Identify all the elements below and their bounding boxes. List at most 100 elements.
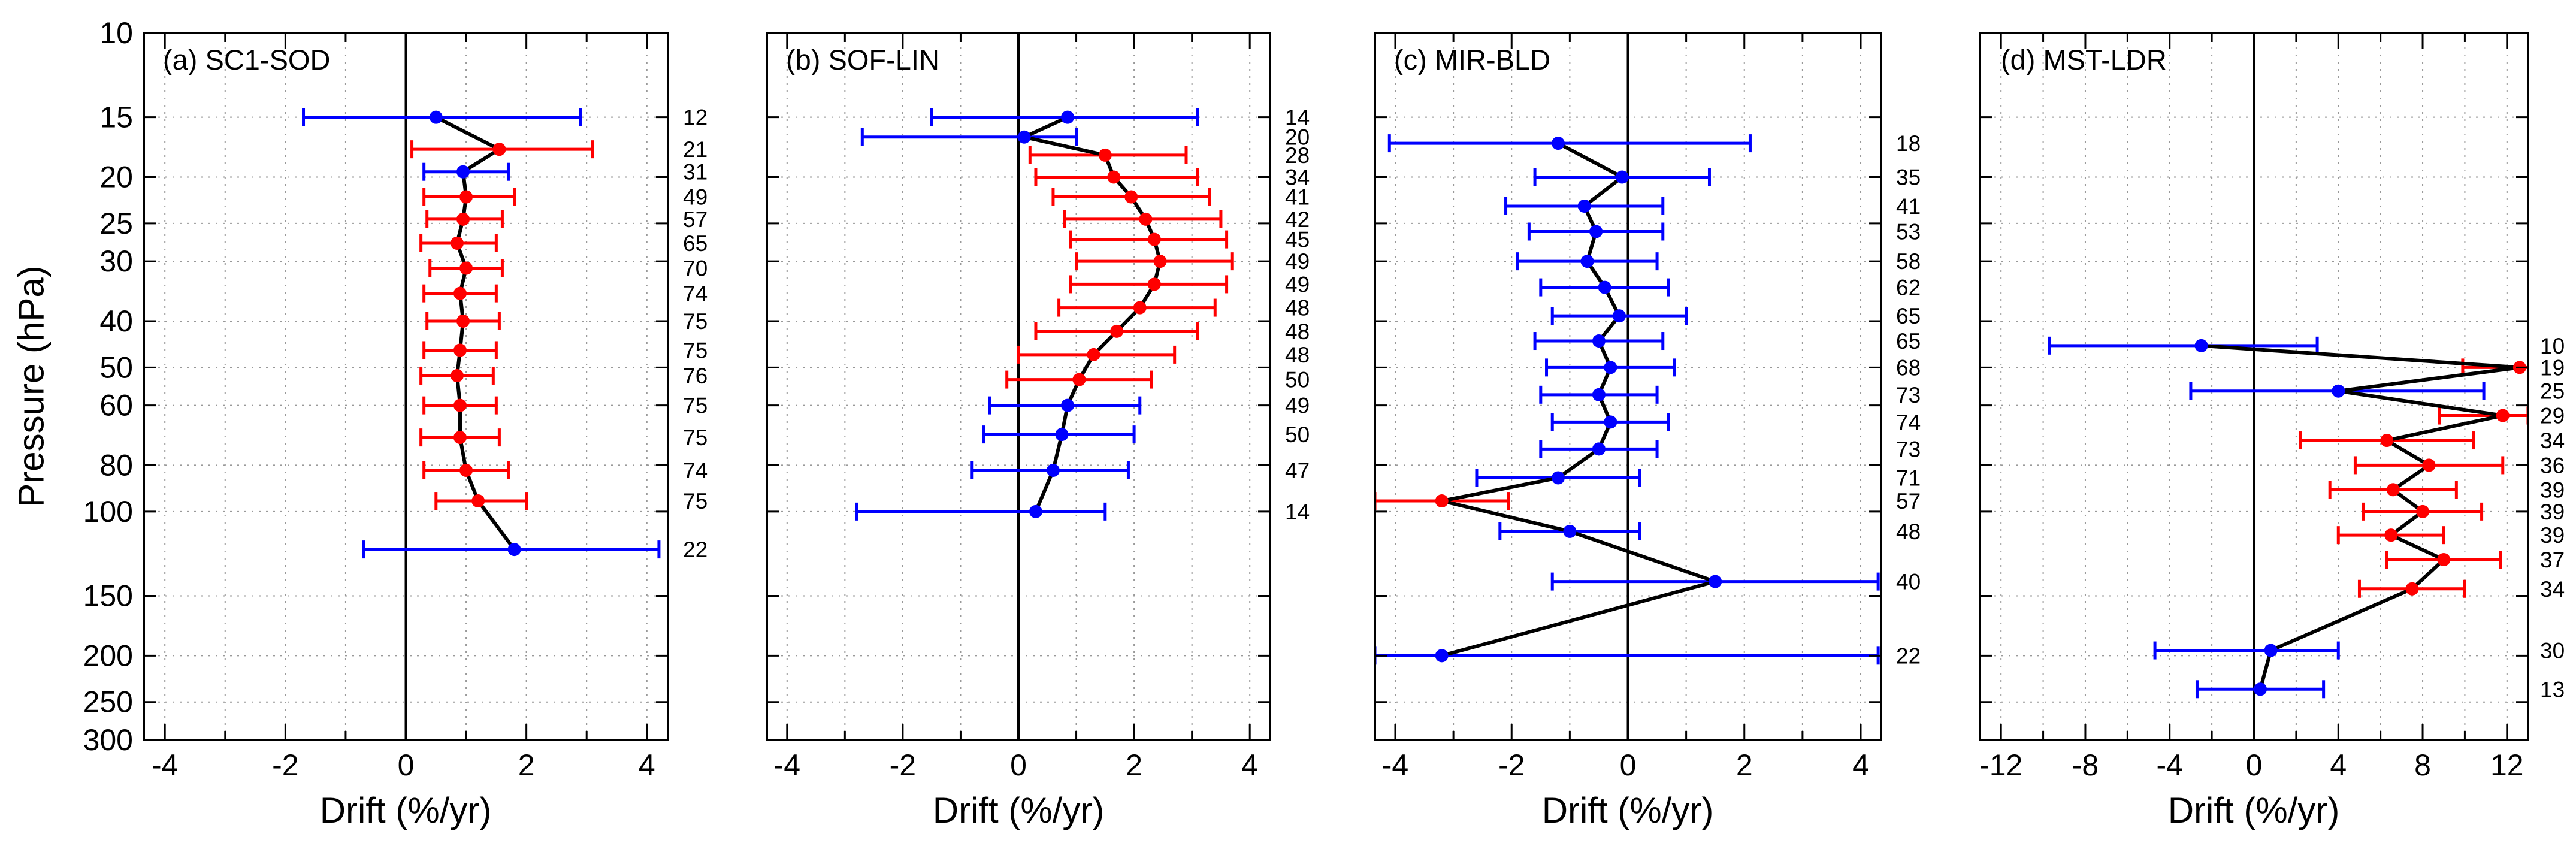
data-point <box>1435 494 1449 508</box>
x-tick-label: -2 <box>1498 748 1525 782</box>
count-label: 57 <box>1896 489 1921 513</box>
data-point <box>1110 324 1124 338</box>
count-label: 34 <box>1285 165 1310 189</box>
data-point <box>1592 388 1606 401</box>
data-point <box>450 368 464 382</box>
data-point <box>1124 190 1138 204</box>
count-label: 12 <box>683 105 708 130</box>
data-point <box>429 110 443 124</box>
x-tick-label: -2 <box>272 748 298 782</box>
tick-marks <box>1375 32 1881 741</box>
count-label: 19 <box>2540 355 2565 380</box>
x-tick-label: -4 <box>774 748 800 782</box>
data-point <box>459 190 473 204</box>
error-bar <box>1387 134 1752 153</box>
count-label: 65 <box>1896 329 1921 354</box>
count-label: 25 <box>2540 379 2565 404</box>
data-point <box>1604 415 1617 429</box>
count-label: 29 <box>2540 404 2565 428</box>
data-point <box>2264 644 2278 657</box>
count-label: 75 <box>683 309 708 334</box>
error-bar <box>855 502 1107 521</box>
count-label: 48 <box>1285 296 1310 321</box>
y-axis-title: Pressure (hPa) <box>11 265 52 507</box>
count-label: 73 <box>1896 437 1921 461</box>
x-tick-label: -4 <box>152 748 178 782</box>
gridlines <box>144 32 668 741</box>
x-tick-label: 8 <box>2414 748 2431 782</box>
data-point <box>459 261 473 275</box>
data-point <box>1098 148 1112 162</box>
profile-line <box>2201 343 2521 690</box>
count-label: 75 <box>683 338 708 362</box>
data-point <box>1577 199 1591 213</box>
profile-line <box>1440 141 1718 658</box>
count-label: 34 <box>2540 428 2565 453</box>
y-tick-label: 50 <box>99 351 133 384</box>
count-label: 74 <box>683 282 708 306</box>
data-layer <box>1375 134 1880 665</box>
x-tick-label: -12 <box>1979 748 2022 782</box>
data-point <box>2386 483 2400 497</box>
y-tick-label: 40 <box>99 304 133 338</box>
data-point <box>2437 553 2451 567</box>
data-point <box>1563 524 1577 538</box>
data-layer <box>2048 336 2528 699</box>
count-label: 28 <box>1285 143 1310 168</box>
panel-a-x-axis-title: Drift (%/yr) <box>319 790 492 830</box>
x-tick-label: 0 <box>1010 748 1027 782</box>
count-label: 65 <box>1896 304 1921 328</box>
data-point <box>1551 137 1565 150</box>
error-bar <box>2048 336 2319 355</box>
error-bar <box>2153 641 2340 660</box>
data-point <box>1046 464 1060 478</box>
data-point <box>1029 504 1042 518</box>
data-point <box>450 236 464 250</box>
profile-line <box>435 115 516 551</box>
y-tick-label: 15 <box>99 101 133 134</box>
x-tick-label: 2 <box>1736 748 1753 782</box>
count-label: 70 <box>683 256 708 281</box>
x-tick-label: 4 <box>2330 748 2347 782</box>
x-tick-label: 0 <box>1620 748 1637 782</box>
count-label: 35 <box>1896 165 1921 189</box>
panel-c-title: (c) MIR-BLD <box>1394 44 1551 75</box>
count-label: 58 <box>1896 249 1921 274</box>
data-point <box>1592 442 1606 456</box>
count-label: 41 <box>1896 194 1921 219</box>
count-label: 40 <box>1896 570 1921 594</box>
panel-d-x-axis-title: Drift (%/yr) <box>2167 790 2340 830</box>
x-tick-label: 0 <box>398 748 415 782</box>
data-point <box>1709 575 1722 588</box>
data-point <box>1072 373 1086 386</box>
count-label: 39 <box>2540 523 2565 548</box>
y-tick-label: 80 <box>99 448 133 482</box>
data-point <box>1598 280 1611 294</box>
x-tick-label: -8 <box>2072 748 2099 782</box>
data-point <box>492 143 506 156</box>
count-label: 65 <box>683 231 708 256</box>
count-label: 22 <box>1896 644 1921 668</box>
data-point <box>1139 212 1153 226</box>
data-point <box>2405 582 2419 596</box>
data-point <box>1147 232 1161 246</box>
count-label: 73 <box>1896 383 1921 407</box>
count-label: 68 <box>1896 355 1921 380</box>
count-label: 74 <box>1896 410 1921 434</box>
panel-c: -4 -2 0 2 4183541535862656568737473715748402… <box>1374 32 1921 782</box>
count-label: 75 <box>683 425 708 450</box>
panel-d-title: (d) MST-LDR <box>2001 44 2167 75</box>
data-point <box>1551 471 1565 485</box>
x-tick-label: 4 <box>1852 748 1869 782</box>
data-point <box>2380 434 2394 448</box>
data-point <box>1061 110 1075 124</box>
count-label: 14 <box>1285 500 1310 524</box>
x-tick-label: -2 <box>890 748 916 782</box>
data-point <box>456 165 470 179</box>
y-tick-label: 10 <box>99 16 133 50</box>
count-label: 31 <box>683 160 708 185</box>
y-tick-label: 100 <box>83 495 133 528</box>
y-tick-label: 300 <box>83 723 133 757</box>
x-tick-label: 0 <box>2246 748 2263 782</box>
